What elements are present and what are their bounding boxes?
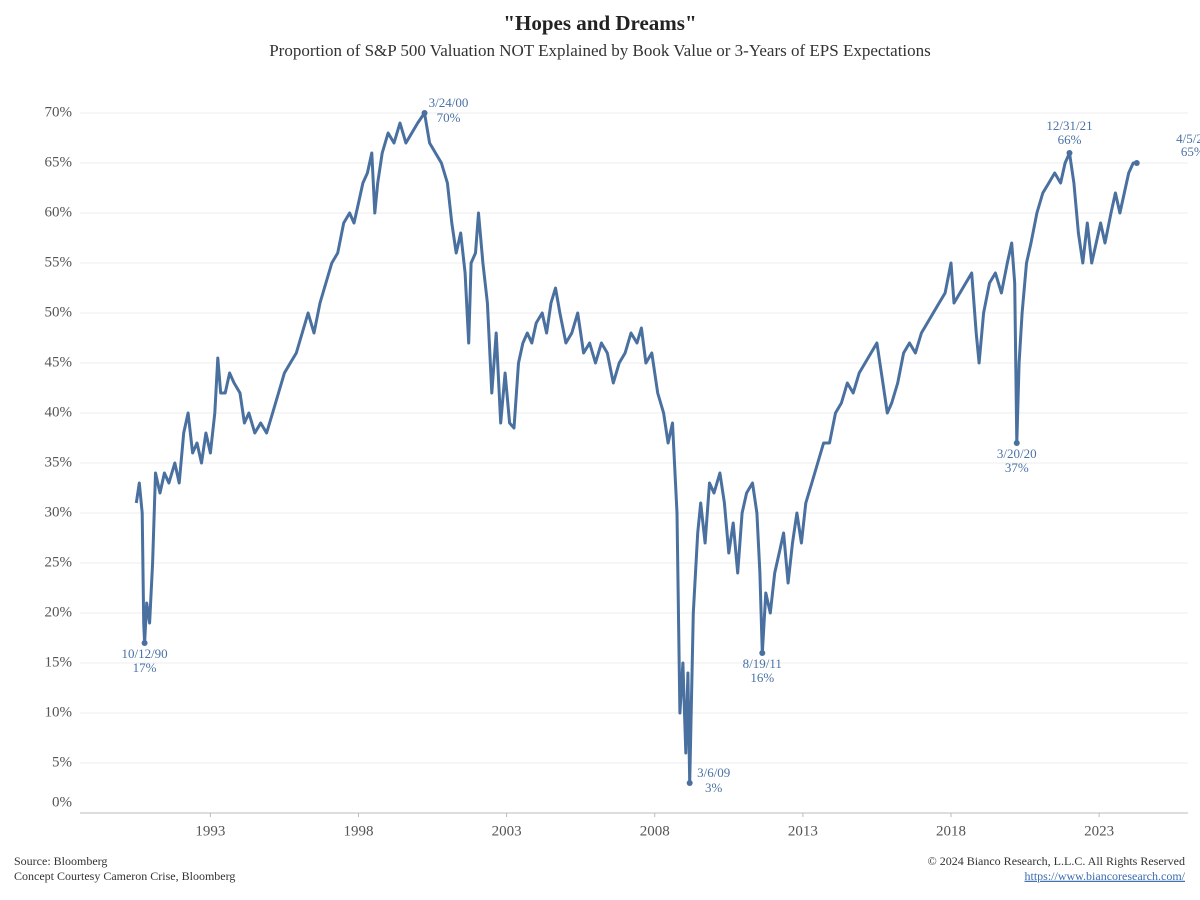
annotation-dot (1133, 160, 1140, 166)
annotation-date: 3/20/20 (997, 446, 1037, 461)
annotation-dot (1066, 150, 1073, 156)
annotation-date: 10/12/90 (121, 646, 167, 661)
chart-title: "Hopes and Dreams" (503, 11, 696, 35)
x-tick-label: 2018 (936, 823, 966, 839)
annotation-dot (141, 640, 148, 646)
x-tick-label: 2008 (640, 823, 670, 839)
y-tick-label: 0% (52, 794, 72, 810)
annotation-dot (686, 780, 693, 786)
series-line (134, 111, 1137, 785)
y-tick-label: 10% (45, 704, 73, 720)
website-link[interactable]: https://www.biancoresearch.com/ (1024, 869, 1185, 883)
x-tick-label: 1993 (195, 823, 225, 839)
y-tick-label: 40% (45, 404, 73, 420)
y-tick-label: 5% (52, 754, 72, 770)
annotation-value: 17% (133, 660, 157, 675)
x-tick-label: 2013 (788, 823, 818, 839)
annotation-value: 16% (750, 670, 774, 685)
y-tick-label: 45% (45, 354, 73, 370)
y-tick-label: 50% (45, 304, 73, 320)
annotation-value: 70% (437, 110, 461, 125)
y-tick-label: 55% (45, 254, 73, 270)
x-tick-label: 2023 (1084, 823, 1114, 839)
y-tick-label: 25% (45, 554, 73, 570)
annotation-date: 3/24/00 (429, 95, 469, 110)
x-tick-label: 1998 (343, 823, 373, 839)
copyright: © 2024 Bianco Research, L.L.C. All Right… (928, 854, 1185, 868)
y-tick-label: 15% (45, 654, 73, 670)
y-tick-label: 20% (45, 604, 73, 620)
annotation-date: 8/19/11 (743, 656, 782, 671)
annotation-date: 3/6/09 (697, 765, 730, 780)
y-tick-label: 35% (45, 454, 73, 470)
y-tick-label: 65% (45, 154, 73, 170)
concept-note: Concept Courtesy Cameron Crise, Bloomber… (14, 869, 235, 883)
source-note: Source: Bloomberg (14, 854, 107, 868)
annotation-date: 4/5/24 (1176, 131, 1200, 146)
annotation-dot (421, 110, 428, 116)
annotation-date: 12/31/21 (1046, 118, 1092, 133)
annotation-dot (759, 650, 766, 656)
y-tick-label: 70% (45, 104, 73, 120)
annotation-value: 66% (1058, 132, 1082, 147)
annotation-value: 65% (1181, 144, 1200, 159)
chart-subtitle: Proportion of S&P 500 Valuation NOT Expl… (269, 41, 931, 60)
y-tick-label: 30% (45, 504, 73, 520)
annotation-value: 37% (1005, 460, 1029, 475)
annotation-dot (1013, 440, 1020, 446)
x-tick-label: 2003 (492, 823, 522, 839)
annotation-value: 3% (705, 780, 723, 795)
y-tick-label: 60% (45, 204, 73, 220)
